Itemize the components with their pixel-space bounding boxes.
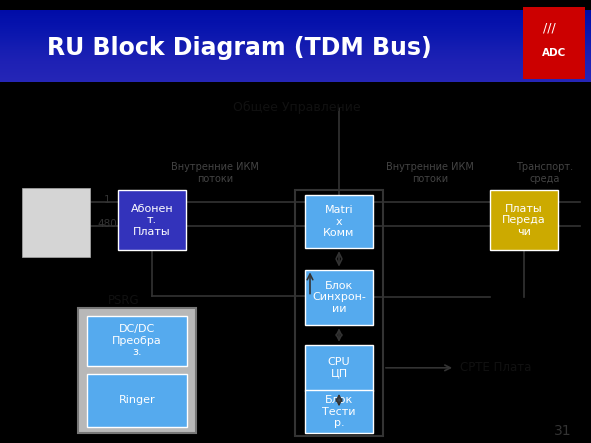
- Bar: [523, 7, 585, 79]
- Bar: [305, 269, 373, 326]
- Bar: [78, 308, 196, 433]
- Text: Matri
x
Комм: Matri x Комм: [323, 205, 355, 238]
- Bar: [87, 316, 187, 366]
- Text: Блок
Синхрон-
ии: Блок Синхрон- ии: [312, 281, 366, 314]
- Text: Общее Управление: Общее Управление: [233, 101, 361, 114]
- Bar: [305, 345, 373, 391]
- Text: 1: 1: [103, 195, 111, 205]
- Bar: [22, 187, 90, 257]
- Text: ADC: ADC: [542, 48, 566, 58]
- Text: Платы
Переда
чи: Платы Переда чи: [502, 204, 546, 237]
- Text: 480: 480: [97, 219, 117, 229]
- Bar: [490, 190, 558, 250]
- Text: Внутренние ИКМ
потоки: Внутренние ИКМ потоки: [386, 162, 474, 184]
- Text: Транспорт.
среда: Транспорт. среда: [517, 162, 573, 184]
- Text: CPU
ЦП: CPU ЦП: [327, 357, 350, 379]
- Bar: [118, 190, 186, 250]
- Bar: [87, 373, 187, 427]
- Text: DC/DC
Преобра
з.: DC/DC Преобра з.: [112, 324, 162, 358]
- Bar: [295, 190, 383, 436]
- Text: Ringer: Ringer: [119, 395, 155, 405]
- Text: Абонен
т.
Платы: Абонен т. Платы: [131, 204, 173, 237]
- Bar: [305, 390, 373, 433]
- Text: PSRG: PSRG: [108, 294, 139, 307]
- Text: CPTE Плата: CPTE Плата: [460, 361, 531, 374]
- Bar: [0, 0, 591, 10]
- Text: Блок
Тести
р.: Блок Тести р.: [322, 395, 356, 428]
- Text: 31: 31: [554, 424, 572, 439]
- Text: Внутренние ИКМ
потоки: Внутренние ИКМ потоки: [171, 162, 259, 184]
- Text: RU Block Diagram (TDM Bus): RU Block Diagram (TDM Bus): [47, 35, 432, 59]
- Bar: [305, 195, 373, 249]
- Text: ///: ///: [543, 22, 556, 35]
